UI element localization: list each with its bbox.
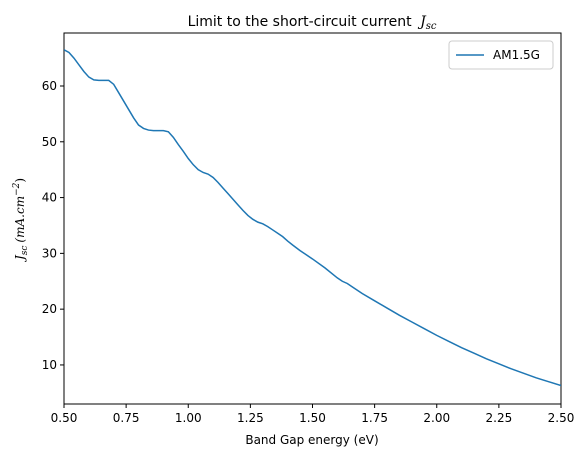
series-line-am15g [64, 49, 561, 387]
y-tick-label: 30 [42, 246, 57, 260]
chart-title: Limit to the short-circuit current Jsc [188, 14, 437, 32]
x-tick-label: 1.50 [299, 411, 326, 425]
y-tick-label: 40 [42, 191, 57, 205]
legend-box [448, 40, 554, 70]
x-tick-label: 2.25 [486, 411, 513, 425]
legend-label-am15g: AM1.5G [493, 48, 540, 62]
y-axis-label-math: J [13, 254, 27, 263]
chart-title-math-sub: sc [426, 21, 437, 32]
legend: AM1.5G [448, 40, 554, 70]
x-tick-label: 2.50 [548, 411, 575, 425]
y-axis-label-units: (mA.cm [13, 196, 27, 243]
y-tick-label: 10 [42, 358, 57, 372]
y-axis-label-math-sub: sc [20, 246, 30, 256]
y-axis-label-units-sup: −2 [12, 182, 22, 196]
x-tick-label: 1.25 [237, 411, 264, 425]
x-tick-label: 1.75 [361, 411, 388, 425]
x-tick-label: 0.50 [51, 411, 78, 425]
x-tick-label: 1.00 [175, 411, 202, 425]
chart-title-text: Limit to the short-circuit current [188, 14, 413, 30]
y-axis-label: Jsc (mA.cm−2) [12, 178, 30, 263]
y-tick-label: 20 [42, 302, 57, 316]
x-tick-label: 2.00 [423, 411, 450, 425]
plot-area [63, 32, 562, 405]
x-axis-label: Band Gap energy (eV) [245, 433, 378, 447]
x-tick-label: 0.75 [113, 411, 140, 425]
y-axis-label-units-close: ) [13, 178, 27, 183]
y-tick-label: 50 [42, 135, 57, 149]
chart-title-math: J [417, 14, 427, 30]
x-axis: 0.50 0.75 1.00 1.25 1.50 1.75 2.00 2.25 2.50 [51, 404, 575, 425]
y-axis: 10 20 30 40 50 60 [42, 79, 64, 372]
y-tick-label: 60 [42, 79, 57, 93]
